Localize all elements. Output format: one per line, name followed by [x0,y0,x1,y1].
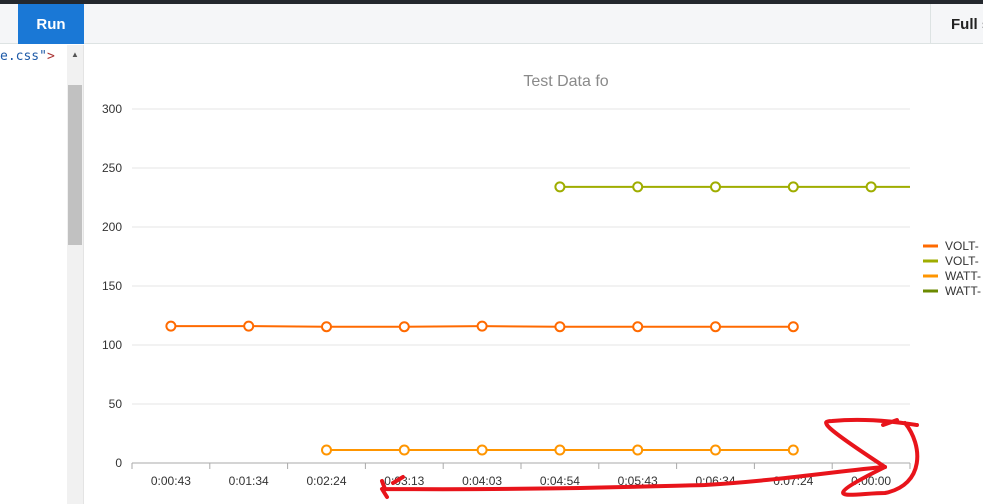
data-point[interactable] [787,444,799,456]
y-tick-label: 250 [102,161,122,175]
toolbar: Run Full s [0,4,983,44]
data-point[interactable] [165,320,177,332]
editor-scrollbar[interactable]: ▲ [67,45,83,504]
data-point[interactable] [476,320,488,332]
code-tag-close: > [46,49,55,64]
data-point[interactable] [321,321,332,333]
code-line: e.css"> [0,49,55,64]
x-tick-label: 0:01:34 [229,474,269,488]
data-point[interactable] [554,321,566,333]
data-point[interactable] [476,444,488,456]
x-tick-label: 0:00:43 [151,474,191,488]
legend-label[interactable]: WATT- [945,284,981,298]
legend-label[interactable]: WATT- [945,269,981,283]
scroll-up-arrow-icon[interactable]: ▲ [71,50,79,59]
y-tick-label: 150 [102,279,122,293]
code-editor[interactable]: e.css"> ▲ [0,45,84,504]
x-tick-label: 0:04:03 [462,474,502,488]
legend-label[interactable]: VOLT- [945,254,979,268]
data-point[interactable] [787,181,799,193]
code-text: e.css" [0,49,47,64]
legend-label[interactable]: VOLT- [945,239,979,253]
data-point[interactable] [554,444,566,456]
full-screen-button[interactable]: Full s [930,4,983,44]
scrollbar-thumb[interactable] [68,85,82,245]
x-tick-label: 0:02:24 [306,474,346,488]
data-point[interactable] [787,321,799,333]
data-point[interactable] [632,181,644,193]
chart-title: Test Data fo [523,73,608,90]
data-point[interactable] [398,321,410,333]
y-tick-label: 300 [102,102,122,116]
red-annotation [380,417,920,499]
data-point[interactable] [632,444,644,456]
data-point[interactable] [243,320,255,332]
y-tick-label: 200 [102,220,122,234]
line-chart: Test Data fo 0 50 100 150 200 250 300 0:00:43 0:… [102,73,981,499]
data-point[interactable] [710,321,721,333]
top-bar [0,0,983,4]
data-point[interactable] [321,444,332,456]
x-tick-label: 0:04:54 [540,474,580,488]
data-point[interactable] [398,444,410,456]
data-point[interactable] [710,181,721,193]
data-point[interactable] [865,181,877,193]
y-tick-label: 0 [115,456,122,470]
data-point[interactable] [554,181,566,193]
run-button[interactable]: Run [18,4,84,44]
y-tick-label: 100 [102,338,122,352]
data-point[interactable] [710,444,721,456]
y-tick-label: 50 [109,397,123,411]
data-point[interactable] [632,321,644,333]
